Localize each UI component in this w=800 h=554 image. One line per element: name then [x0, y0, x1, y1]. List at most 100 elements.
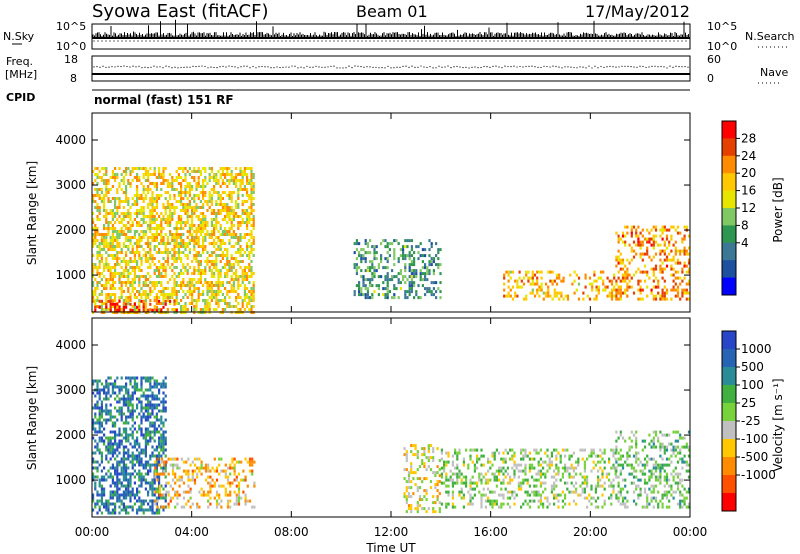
power-cell	[619, 288, 622, 292]
power-cell	[252, 239, 255, 242]
velocity-cell	[158, 508, 161, 512]
power-cell	[621, 291, 625, 295]
power-cell	[248, 212, 251, 215]
velocity-cell	[174, 475, 177, 479]
nave-dot	[495, 65, 497, 67]
power-cell	[252, 242, 255, 245]
power-cell	[142, 200, 145, 203]
power-cell	[408, 293, 411, 297]
velocity-cell	[412, 444, 415, 448]
power-cell	[188, 182, 191, 185]
power-cell	[520, 285, 523, 289]
power-cell	[402, 248, 405, 252]
velocity-cell	[160, 466, 163, 470]
velocity-cell	[98, 463, 101, 467]
nsearch-dot	[233, 40, 235, 42]
power-cell	[197, 266, 200, 269]
power-cell	[674, 252, 677, 256]
power-cell	[175, 176, 178, 179]
velocity-cell	[191, 475, 194, 479]
power-cell	[250, 287, 253, 290]
velocity-cell	[138, 397, 141, 401]
power-cell	[206, 260, 209, 263]
power-cell	[186, 218, 189, 221]
power-cell	[228, 269, 231, 272]
power-cell	[626, 288, 629, 292]
power-cell	[230, 200, 233, 203]
power-cell	[226, 263, 229, 266]
power-cell	[193, 170, 196, 173]
power-cell	[246, 302, 249, 305]
power-cell	[663, 258, 666, 262]
power-cell	[206, 263, 209, 266]
power-cell	[670, 273, 673, 277]
power-cell	[158, 260, 161, 263]
power-cell	[180, 188, 183, 191]
power-cell	[158, 224, 161, 227]
power-cell	[149, 224, 152, 227]
power-cell	[432, 272, 435, 276]
velocity-cell	[94, 403, 97, 407]
velocity-cell	[127, 403, 130, 407]
nsearch-dot	[617, 40, 619, 42]
power-cell	[147, 278, 150, 281]
power-cell	[105, 260, 108, 263]
power-cell	[164, 248, 167, 251]
power-cell	[248, 281, 251, 284]
power-cell	[160, 308, 163, 312]
velocity-cell	[133, 496, 136, 500]
velocity-cell	[133, 493, 136, 497]
power-cell	[230, 266, 233, 269]
power-cell	[395, 239, 398, 243]
power-cell	[147, 257, 150, 260]
velocity-cell	[458, 451, 461, 455]
velocity-cell	[98, 451, 101, 455]
velocity-cell	[244, 478, 247, 482]
velocity-cell	[122, 469, 125, 473]
velocity-cell	[133, 469, 136, 473]
power-cell	[184, 179, 187, 182]
power-cell	[144, 296, 147, 299]
power-cell	[639, 243, 642, 247]
power-cell	[621, 240, 625, 244]
power-cell	[122, 269, 125, 272]
power-cell	[509, 294, 512, 298]
power-cell	[197, 179, 200, 182]
velocity-cell	[120, 409, 123, 413]
velocity-cell	[107, 385, 110, 389]
velocity-cell	[103, 478, 106, 482]
power-cell	[180, 176, 183, 179]
power-cell	[250, 209, 253, 212]
power-cell	[213, 290, 216, 293]
power-cell	[226, 173, 229, 176]
velocity-cell	[215, 490, 219, 494]
power-cell	[659, 234, 662, 238]
nsearch-dot	[405, 40, 407, 42]
power-cell	[125, 224, 128, 227]
power-cell	[195, 281, 198, 284]
power-cell	[527, 276, 530, 280]
nave-dot	[141, 67, 143, 69]
velocity-cell	[133, 475, 136, 479]
velocity-cell	[109, 409, 112, 413]
power-cell	[166, 236, 169, 239]
nave-dot	[516, 66, 518, 68]
velocity-cell	[447, 460, 450, 464]
power-cell	[650, 243, 653, 247]
velocity-cell	[94, 439, 97, 443]
velocity-cell	[105, 406, 108, 410]
velocity-cell	[144, 448, 147, 452]
velocity-cell	[153, 430, 156, 434]
power-cell	[397, 257, 400, 261]
power-cell	[395, 275, 398, 279]
velocity-cell	[125, 382, 128, 386]
power-cell	[147, 206, 150, 209]
power-cell	[252, 197, 255, 200]
velocity-cell	[191, 469, 194, 473]
power-cell	[377, 287, 380, 291]
power-cell	[243, 173, 246, 176]
power-cell	[202, 206, 205, 209]
velocity-cell	[155, 511, 158, 515]
power-cell	[175, 275, 178, 278]
velocity-cell	[445, 484, 448, 488]
